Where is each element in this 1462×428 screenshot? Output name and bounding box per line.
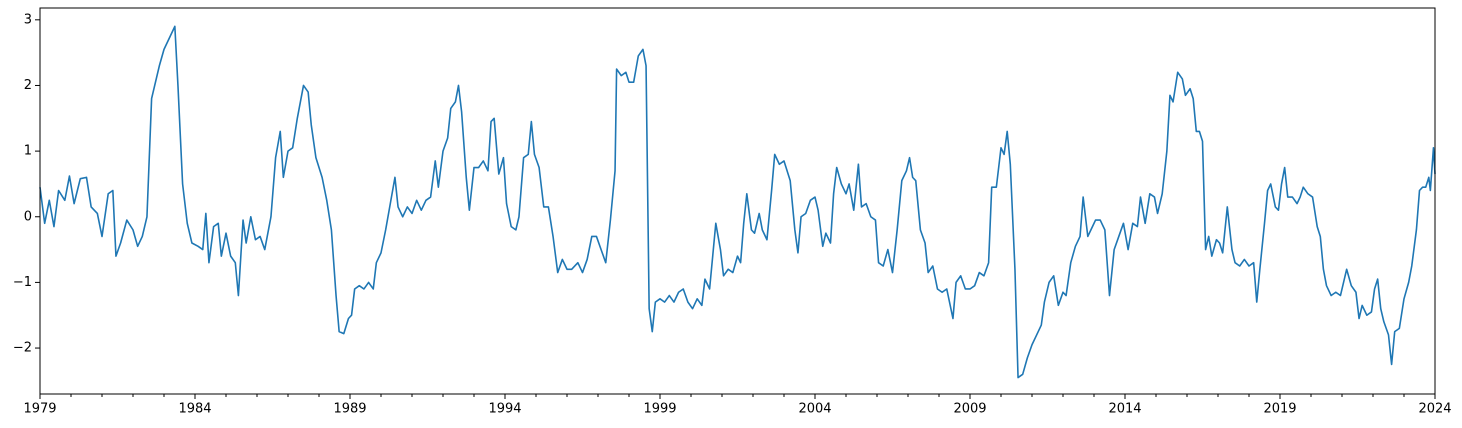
y-tick-label: 3 bbox=[24, 12, 32, 27]
x-tick-label: 2014 bbox=[1108, 402, 1141, 417]
data-line bbox=[39, 25, 1436, 379]
y-tick-label: −2 bbox=[13, 341, 32, 356]
x-tick-label: 1984 bbox=[178, 402, 211, 417]
x-tick-label: 1994 bbox=[488, 402, 521, 417]
x-tick-label: 1989 bbox=[333, 402, 366, 417]
plot-frame bbox=[39, 7, 1436, 395]
x-tick-label: 2004 bbox=[798, 402, 831, 417]
x-tick-label: 1999 bbox=[643, 402, 676, 417]
y-tick-label: −1 bbox=[13, 275, 32, 290]
y-tick-label: 0 bbox=[24, 209, 32, 224]
y-tick-label: 2 bbox=[24, 78, 32, 93]
x-tick-label: 1979 bbox=[23, 402, 56, 417]
x-tick-label: 2019 bbox=[1263, 402, 1296, 417]
x-tick-label: 2009 bbox=[953, 402, 986, 417]
x-tick-label: 2024 bbox=[1418, 402, 1451, 417]
y-tick-label: 1 bbox=[24, 144, 32, 159]
